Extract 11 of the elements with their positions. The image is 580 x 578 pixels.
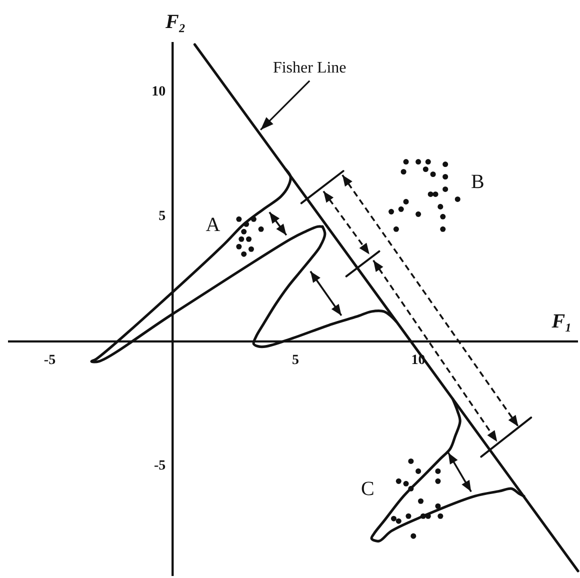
y-tick-label: 5 <box>158 209 166 224</box>
y-tick-label: 10 <box>152 84 166 100</box>
series-label: B <box>470 170 484 193</box>
series-label: C <box>361 478 374 500</box>
x-tick-label: -5 <box>44 352 56 368</box>
x-axis-title: F₁ <box>550 310 572 332</box>
x-tick-label: 5 <box>292 352 299 368</box>
y-axis-title: F₂ <box>164 11 186 33</box>
annotation: Fisher Line <box>272 59 346 76</box>
series-label: A <box>206 214 221 236</box>
y-tick-label: -5 <box>154 458 166 474</box>
